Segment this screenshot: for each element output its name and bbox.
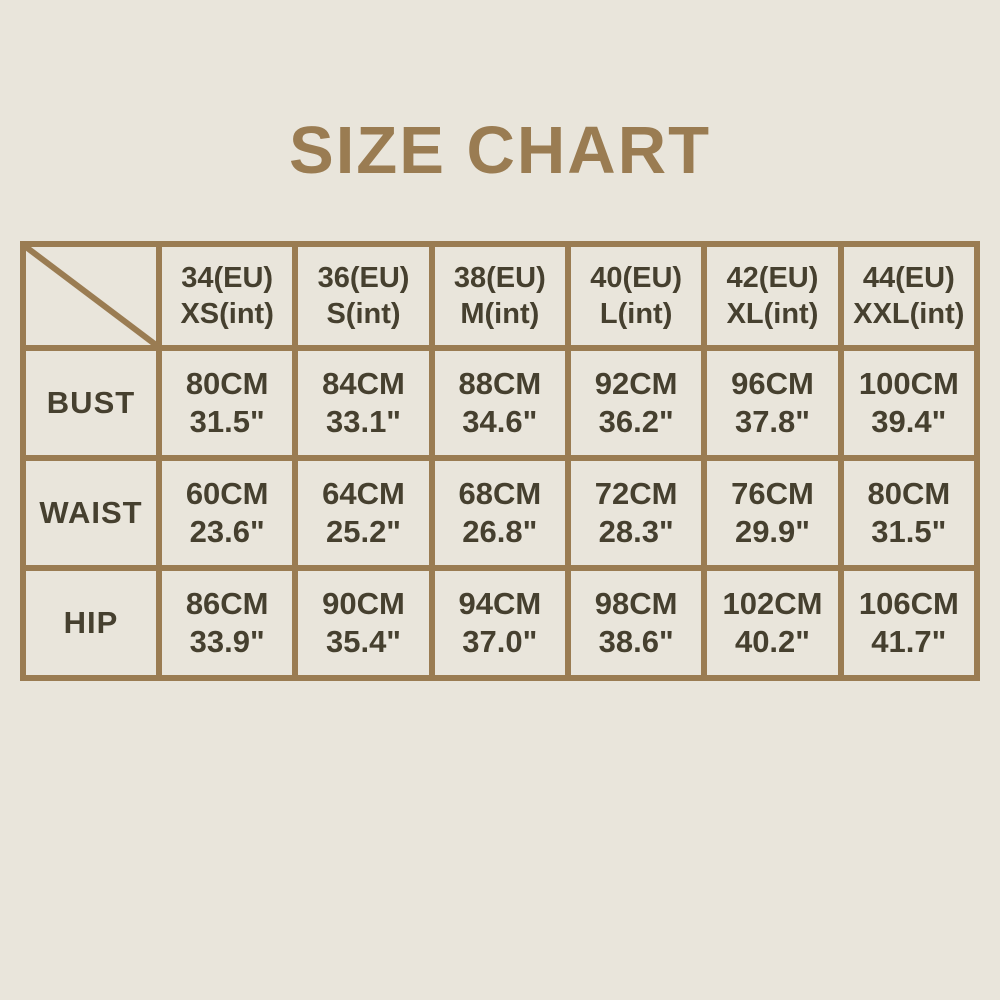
measurement-inches: 33.9" — [189, 624, 265, 659]
measurement-cell: 94CM 37.0" — [428, 565, 571, 681]
measurement-inches: 37.0" — [462, 624, 538, 659]
measurement-cm: 80CM — [185, 366, 269, 401]
measurement-cell: 84CM 33.1" — [292, 345, 435, 461]
measurement-inches: 29.9" — [734, 514, 810, 549]
size-int-label: M(int) — [460, 298, 540, 330]
header-row: 34(EU) XS(int) 36(EU) S(int) 38(EU) M(int) 40(… — [20, 241, 981, 351]
size-column-header: 42(EU) XL(int) — [701, 241, 844, 351]
measurement-inches: 36.2" — [598, 404, 674, 439]
measurement-row: HIP 86CM 33.9" 90CM 35.4" 94CM 37.0" 98CM 38.6" 1… — [20, 565, 981, 681]
measurement-inches: 31.5" — [871, 514, 947, 549]
size-table-body: BUST 80CM 31.5" 84CM 33.1" 88CM 34.6" 92CM 36.2"… — [20, 345, 981, 681]
measurement-cell: 88CM 34.6" — [428, 345, 571, 461]
measurement-row-label: HIP — [20, 565, 162, 681]
measurement-cm: 80CM — [867, 476, 951, 511]
measurement-cell: 102CM 40.2" — [701, 565, 844, 681]
measurement-cm: 94CM — [458, 586, 542, 621]
size-int-label: S(int) — [326, 298, 401, 330]
size-int-label: XS(int) — [180, 298, 274, 330]
size-column-header: 40(EU) L(int) — [564, 241, 708, 351]
size-eu-label: 40(EU) — [590, 262, 683, 294]
size-eu-label: 38(EU) — [453, 262, 546, 294]
page-title: SIZE CHART — [289, 113, 711, 188]
size-column-header: 38(EU) M(int) — [428, 241, 571, 351]
measurement-cm: 102CM — [722, 586, 823, 621]
measurement-inches: 40.2" — [734, 624, 810, 659]
measurement-inches: 31.5" — [189, 404, 265, 439]
measurement-inches: 37.8" — [734, 404, 810, 439]
measurement-cell: 92CM 36.2" — [564, 345, 708, 461]
corner-diagonal-cell — [20, 241, 162, 351]
size-int-label: XXL(int) — [853, 298, 965, 330]
measurement-cm: 76CM — [731, 476, 814, 511]
size-column-header: 34(EU) XS(int) — [155, 241, 299, 351]
measurement-cell: 76CM 29.9" — [701, 455, 844, 571]
measurement-cm: 92CM — [594, 366, 678, 401]
measurement-inches: 26.8" — [462, 514, 538, 549]
size-eu-label: 36(EU) — [317, 262, 410, 294]
measurement-inches: 41.7" — [871, 624, 947, 659]
measurement-cell: 72CM 28.3" — [564, 455, 708, 571]
measurement-inches: 23.6" — [189, 514, 265, 549]
measurement-cm: 60CM — [185, 476, 269, 511]
measurement-cell: 90CM 35.4" — [292, 565, 435, 681]
size-column-header: 36(EU) S(int) — [292, 241, 435, 351]
size-chart-table: 34(EU) XS(int) 36(EU) S(int) 38(EU) M(int) 40(… — [20, 241, 981, 681]
size-int-label: L(int) — [599, 298, 673, 330]
size-table-header: 34(EU) XS(int) 36(EU) S(int) 38(EU) M(int) 40(… — [20, 241, 981, 351]
measurement-cell: 96CM 37.8" — [701, 345, 844, 461]
size-int-label: XL(int) — [726, 298, 819, 330]
measurement-cell: 68CM 26.8" — [428, 455, 571, 571]
measurement-inches: 35.4" — [325, 624, 402, 659]
measurement-cell: 60CM 23.6" — [155, 455, 299, 571]
measurement-cm: 98CM — [594, 586, 678, 621]
measurement-inches: 34.6" — [462, 404, 538, 439]
measurement-cm: 106CM — [858, 586, 959, 621]
measurement-cm: 84CM — [322, 366, 405, 401]
diagonal-line — [26, 247, 156, 345]
size-eu-label: 44(EU) — [862, 262, 955, 294]
measurement-row-label: BUST — [20, 345, 162, 461]
size-eu-label: 34(EU) — [181, 262, 274, 294]
measurement-cm: 90CM — [322, 586, 405, 621]
measurement-cell: 80CM 31.5" — [837, 455, 981, 571]
measurement-cm: 88CM — [458, 366, 542, 401]
measurement-cm: 64CM — [322, 476, 405, 511]
measurement-cm: 100CM — [858, 366, 959, 401]
measurement-inches: 38.6" — [598, 624, 674, 659]
measurement-inches: 39.4" — [871, 404, 947, 439]
measurement-cell: 100CM 39.4" — [837, 345, 981, 461]
measurement-cm: 68CM — [458, 476, 542, 511]
measurement-row-label: WAIST — [20, 455, 162, 571]
measurement-cell: 64CM 25.2" — [292, 455, 435, 571]
size-eu-label: 42(EU) — [726, 262, 819, 294]
measurement-cm: 86CM — [185, 586, 269, 621]
measurement-cell: 86CM 33.9" — [155, 565, 299, 681]
measurement-cell: 98CM 38.6" — [564, 565, 708, 681]
size-column-header: 44(EU) XXL(int) — [837, 241, 981, 351]
measurement-inches: 28.3" — [598, 514, 674, 549]
measurement-cm: 96CM — [731, 366, 814, 401]
measurement-cm: 72CM — [594, 476, 678, 511]
measurement-row: WAIST 60CM 23.6" 64CM 25.2" 68CM 26.8" 72CM 28.3… — [20, 455, 981, 571]
measurement-cell: 106CM 41.7" — [837, 565, 981, 681]
measurement-cell: 80CM 31.5" — [155, 345, 299, 461]
measurement-inches: 33.1" — [325, 404, 402, 439]
measurement-row: BUST 80CM 31.5" 84CM 33.1" 88CM 34.6" 92CM 36.2"… — [20, 345, 981, 461]
measurement-inches: 25.2" — [325, 514, 402, 549]
